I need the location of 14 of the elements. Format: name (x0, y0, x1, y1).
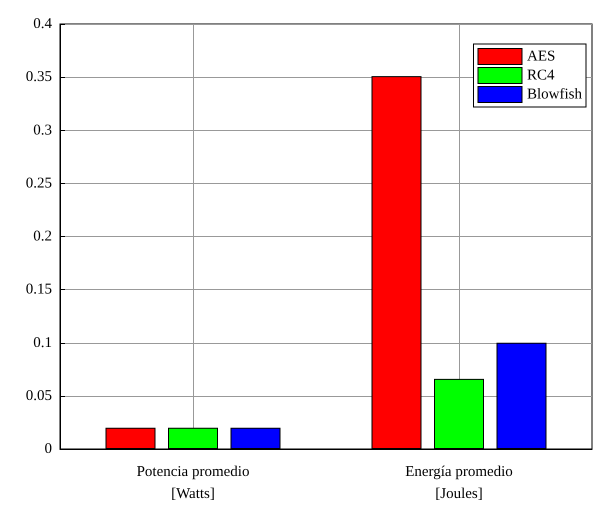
y-tick-label: 0.25 (26, 175, 52, 192)
legend-label: Blowfish (526, 86, 582, 102)
y-tick-label: 0.15 (26, 282, 52, 298)
y-tick-label: 0.3 (33, 122, 52, 138)
y-tick-label: 0.1 (33, 334, 52, 351)
y-tick-label: 0.35 (26, 69, 52, 86)
y-tick-label: 0.05 (26, 388, 52, 404)
legend-label: RC4 (526, 68, 556, 84)
y-tick-label: 0.4 (33, 16, 52, 32)
legend-label: AES (526, 48, 556, 64)
x-tick-label: Potencia promedio [Watts] (136, 464, 250, 502)
y-tick-label: 0.2 (33, 228, 52, 244)
x-tick-label: Energía promedio [Joules] (405, 464, 513, 502)
y-tick-label: 0 (44, 441, 52, 457)
